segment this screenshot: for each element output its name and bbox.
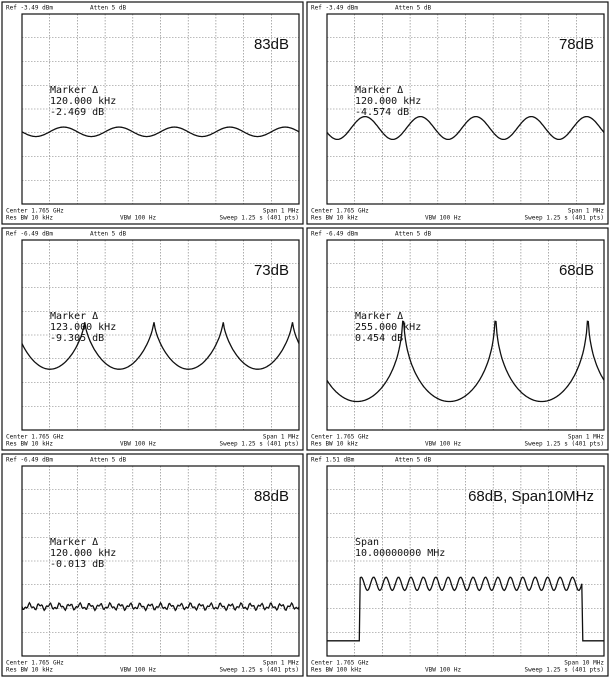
marker-title: Marker Δ	[50, 537, 98, 548]
sweep: Sweep 1.25 s (401 pts)	[525, 441, 604, 448]
attenuation: Atten 5 dB	[395, 5, 432, 12]
marker-title: Marker Δ	[355, 85, 403, 96]
marker-frequency: 120.000 kHz	[355, 96, 421, 107]
panel-label: 68dB	[559, 262, 594, 279]
reference-level: Ref -6.49 dBm	[6, 457, 53, 464]
center-frequency: Center 1.765 GHz	[311, 434, 369, 441]
reference-level: Ref -3.49 dBm	[311, 5, 358, 12]
video-bandwidth: VBW 100 Hz	[425, 667, 462, 674]
video-bandwidth: VBW 100 Hz	[120, 441, 157, 448]
resolution-bandwidth: Res BW 10 kHz	[311, 215, 358, 222]
center-frequency: Center 1.765 GHz	[311, 660, 369, 667]
video-bandwidth: VBW 100 Hz	[120, 215, 157, 222]
center-frequency: Center 1.765 GHz	[6, 660, 64, 667]
attenuation: Atten 5 dB	[395, 457, 432, 464]
video-bandwidth: VBW 100 Hz	[425, 441, 462, 448]
marker-frequency: 255.000 kHz	[355, 322, 421, 333]
center-frequency: Center 1.765 GHz	[6, 208, 64, 215]
span: Span 1 MHz	[263, 434, 300, 441]
marker-frequency: 10.00000000 MHz	[355, 548, 445, 559]
video-bandwidth: VBW 100 Hz	[425, 215, 462, 222]
panel-label: 73dB	[254, 262, 289, 279]
attenuation: Atten 5 dB	[90, 5, 127, 12]
reference-level: Ref -6.49 dBm	[6, 231, 53, 238]
attenuation: Atten 5 dB	[395, 231, 432, 238]
sweep: Sweep 1.25 s (401 pts)	[525, 667, 604, 674]
reference-level: Ref -6.49 dBm	[311, 231, 358, 238]
reference-level: Ref 1.51 dBm	[311, 457, 355, 464]
page: {"panels": [ {"ref": "Ref -3.49 dBm", "a…	[0, 0, 610, 677]
span: Span 1 MHz	[263, 660, 300, 667]
panel-label: 83dB	[254, 36, 289, 53]
resolution-bandwidth: Res BW 10 kHz	[311, 441, 358, 448]
panel-label: 68dB, Span10MHz	[468, 488, 594, 505]
center-frequency: Center 1.765 GHz	[311, 208, 369, 215]
figure: Ref -3.49 dBmAtten 5 dB83dBMarker Δ120.0…	[0, 0, 610, 677]
marker-level: -0.013 dB	[50, 559, 104, 570]
span: Span 1 MHz	[263, 208, 300, 215]
video-bandwidth: VBW 100 Hz	[120, 667, 157, 674]
span: Span 1 MHz	[568, 434, 605, 441]
span: Span 10 MHz	[564, 660, 604, 667]
sweep: Sweep 1.25 s (401 pts)	[525, 215, 604, 222]
sweep: Sweep 1.25 s (401 pts)	[220, 667, 299, 674]
marker-frequency: 120.000 kHz	[50, 548, 116, 559]
sweep: Sweep 1.25 s (401 pts)	[220, 215, 299, 222]
marker-title: Marker Δ	[50, 85, 98, 96]
attenuation: Atten 5 dB	[90, 231, 127, 238]
panel-label: 78dB	[559, 36, 594, 53]
marker-frequency: 120.000 kHz	[50, 96, 116, 107]
span: Span 1 MHz	[568, 208, 605, 215]
resolution-bandwidth: Res BW 10 kHz	[6, 441, 53, 448]
marker-title: Marker Δ	[355, 311, 403, 322]
marker-level: -2.469 dB	[50, 107, 104, 118]
attenuation: Atten 5 dB	[90, 457, 127, 464]
marker-title: Marker Δ	[50, 311, 98, 322]
resolution-bandwidth: Res BW 10 kHz	[6, 667, 53, 674]
resolution-bandwidth: Res BW 10 kHz	[6, 215, 53, 222]
sweep: Sweep 1.25 s (401 pts)	[220, 441, 299, 448]
marker-title: Span	[355, 537, 379, 548]
resolution-bandwidth: Res BW 100 kHz	[311, 667, 362, 674]
center-frequency: Center 1.765 GHz	[6, 434, 64, 441]
panel-label: 88dB	[254, 488, 289, 505]
reference-level: Ref -3.49 dBm	[6, 5, 53, 12]
marker-level: -9.305 dB	[50, 333, 104, 344]
marker-level: 0.454 dB	[355, 333, 403, 344]
